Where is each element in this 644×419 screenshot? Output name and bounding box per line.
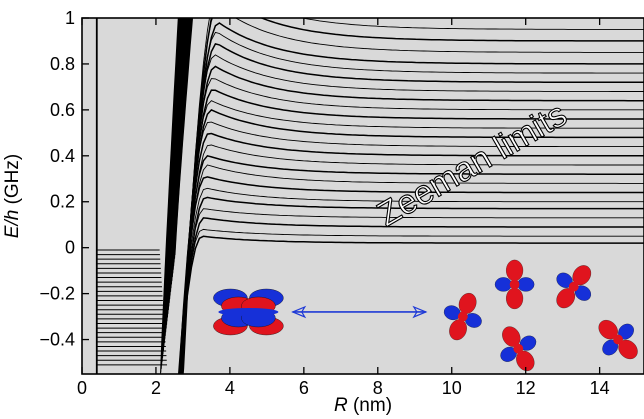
orbital-4 [500,326,537,372]
bound-levels [95,18,168,374]
double-arrow [291,305,428,319]
potential-curve [180,65,644,374]
potential-curve [178,176,644,374]
x-tick-label: 6 [299,378,309,398]
x-tick-label: 12 [516,378,536,398]
orbital-lobe [509,279,520,290]
potential-curve [179,164,644,374]
steep-curves [160,18,194,374]
potential-curve [178,121,644,374]
orbital-lobe [613,334,624,345]
potential-curve [178,132,644,374]
plot-area [95,18,644,374]
x-tick-label: 14 [590,378,610,398]
potential-curve [179,108,644,374]
y-axis-label: E/h (GHz) [2,154,23,238]
potential-curve [178,208,644,374]
potential-curve [180,89,644,374]
y-tick-label: 1 [65,8,75,28]
y-tick-label: 0 [65,238,75,258]
potential-curve [178,235,644,374]
y-tick-label: −0.4 [39,330,75,350]
x-axis-ticks: 0 2 4 6 8 10 12 14 [77,18,610,398]
orbital-lobe [506,259,524,282]
orbital-6 [598,320,638,360]
orbital-lobe [218,307,279,316]
y-tick-label: 0.2 [50,192,75,212]
plot-frame [81,17,644,375]
y-tick-label: 0.8 [50,54,75,74]
orbital-lobe [494,277,512,292]
x-tick-label: 2 [151,378,161,398]
y-tick-label: 0.4 [50,146,75,166]
potential-curve [182,18,644,374]
potential-curve [181,22,644,374]
potential-curve [179,217,644,374]
orbital-5 [556,265,592,309]
orbital-lobe [457,311,468,322]
potential-curve [181,43,644,374]
potential-curve [180,31,644,374]
potential-curve [179,100,644,374]
x-tick-label: 0 [77,378,87,398]
y-tick-label: 0.6 [50,100,75,120]
x-tick-label: 10 [442,378,462,398]
potential-curve [181,18,644,374]
repulsive-curves [178,18,644,374]
x-tick-label: 8 [373,378,383,398]
potential-curve [178,154,644,374]
arrow-head-left [291,305,307,319]
arrow-head-right [412,305,428,319]
orbital-lobe [574,285,592,301]
potential-curve [181,18,644,374]
potential-curve [178,228,644,374]
orbital-2 [443,293,482,341]
steep-curve [174,18,194,256]
potential-curve [179,187,644,374]
x-axis-label: R (nm) [334,395,392,416]
orbital-1 [213,288,284,336]
y-axis-ticks: 1 0.8 0.6 0.4 0.2 0 −0.2 −0.4 [39,8,89,350]
orbital-lobe [517,277,535,292]
potential-curve [179,144,644,374]
y-tick-label: −0.2 [39,284,75,304]
potential-curve [180,54,644,374]
orbital-lobe [506,287,524,310]
orbital-illustrations [213,259,638,372]
orbital-lobe [513,343,524,354]
potential-curve [179,78,644,374]
potential-curve [179,196,644,374]
x-tick-label: 4 [225,378,235,398]
orbital-3 [494,259,535,310]
orbital-lobe [568,281,579,292]
